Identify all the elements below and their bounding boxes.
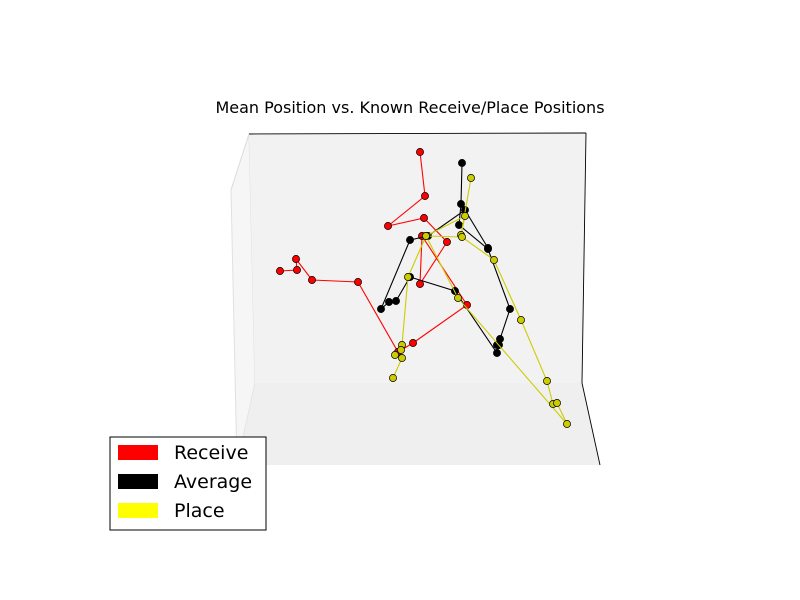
data-point-place: [490, 256, 498, 264]
data-point-receive: [384, 222, 392, 230]
data-point-receive: [276, 267, 284, 275]
data-point-receive: [421, 192, 429, 200]
data-point-place: [467, 174, 475, 182]
legend-label-average: Average: [174, 471, 252, 493]
data-point-receive: [443, 238, 451, 246]
legend: Receive Average Place: [109, 436, 267, 531]
data-point-average: [493, 349, 501, 357]
series-place: [389, 174, 571, 428]
data-point-receive: [409, 339, 417, 347]
legend-swatch-average: [118, 474, 158, 489]
data-point-place: [389, 374, 397, 382]
data-point-place: [398, 354, 406, 362]
data-point-place: [543, 377, 551, 385]
axes-3d-box: [230, 132, 601, 466]
data-point-receive: [420, 214, 428, 222]
data-point-place: [391, 351, 399, 359]
data-point-average: [377, 305, 385, 313]
legend-swatch-receive: [118, 445, 158, 460]
axis-edge-top: [248, 132, 587, 135]
data-point-place: [454, 294, 462, 302]
data-point-receive: [416, 280, 424, 288]
data-point-place: [422, 232, 430, 240]
data-point-place: [461, 212, 469, 220]
data-point-average: [455, 221, 463, 229]
data-point-place: [404, 273, 412, 281]
series-receive: [276, 148, 471, 356]
data-point-place: [553, 399, 561, 407]
data-point-average: [458, 159, 466, 167]
axis-edge-right: [581, 132, 587, 384]
data-point-average: [392, 297, 400, 305]
data-point-receive: [293, 266, 301, 274]
data-point-receive: [416, 148, 424, 156]
back-pane: [249, 133, 586, 383]
data-point-place: [517, 316, 525, 324]
plot-area: [276, 148, 571, 428]
data-point-receive: [354, 278, 362, 286]
data-point-receive: [292, 255, 300, 263]
legend-label-place: Place: [174, 500, 225, 522]
chart-title: Mean Position vs. Known Receive/Place Po…: [215, 98, 604, 117]
data-point-place: [397, 346, 405, 354]
floor-pane: [237, 383, 600, 465]
data-point-average: [406, 236, 414, 244]
legend-swatch-place: [118, 503, 158, 518]
data-point-place: [563, 420, 571, 428]
data-point-average: [506, 305, 514, 313]
data-point-average: [457, 200, 465, 208]
axis-edge-floor: [581, 382, 601, 466]
data-point-average: [385, 298, 393, 306]
data-point-receive: [308, 276, 316, 284]
legend-label-receive: Receive: [174, 442, 248, 464]
data-point-average: [484, 244, 492, 252]
axis-edge-left-top: [230, 133, 250, 191]
data-point-place: [458, 233, 466, 241]
